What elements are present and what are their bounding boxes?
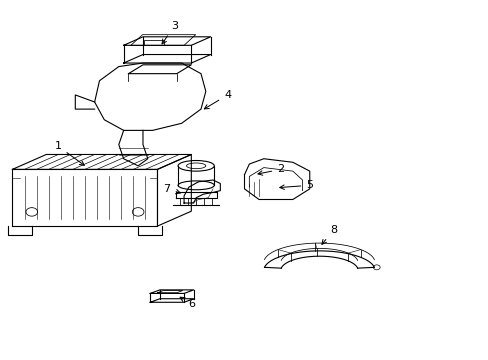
Text: 7: 7 [163, 184, 180, 194]
Text: 3: 3 [162, 21, 178, 44]
Text: 8: 8 [321, 225, 337, 244]
Text: 4: 4 [204, 90, 231, 109]
Text: 2: 2 [258, 165, 284, 175]
Text: 5: 5 [279, 180, 313, 190]
Text: 1: 1 [55, 141, 84, 165]
Text: 6: 6 [180, 297, 194, 309]
